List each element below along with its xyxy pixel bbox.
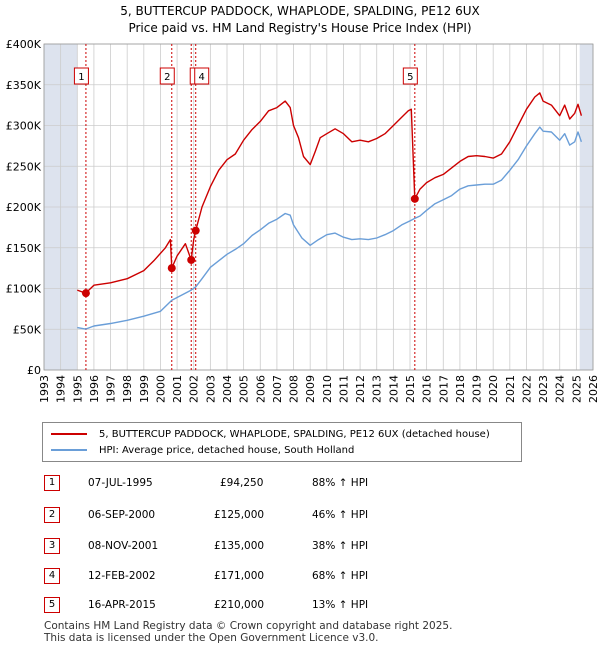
x-tick-label: 2025 [570,375,583,403]
y-tick-label: £400K [6,38,42,51]
x-tick-label: 2001 [171,375,184,403]
sale-hpi-change: 46% ↑ HPI [312,509,369,521]
x-tick-label: 1997 [105,375,118,403]
sale-date: 07-JUL-1995 [88,477,153,489]
x-tick-label: 1993 [38,375,51,403]
plot-frame [43,43,594,371]
y-tick-label: £300K [6,120,42,133]
x-tick-label: 2016 [421,375,434,403]
x-tick-label: 2010 [321,375,334,403]
x-tick-label: 2000 [154,375,167,403]
x-tick-label: 2002 [188,375,201,403]
y-tick-label: £150K [6,242,42,255]
x-tick-label: 2026 [587,375,600,403]
y-tick-label: £0 [27,364,41,377]
x-tick-label: 2018 [454,375,467,403]
sale-point [410,194,419,203]
x-tick-label: 2022 [520,375,533,403]
x-tick-label: 2012 [354,375,367,403]
x-tick-label: 2009 [304,375,317,403]
chart-subtitle: Price paid vs. HM Land Registry's House … [128,21,472,35]
sale-price: £171,000 [214,570,265,582]
x-tick-label: 1995 [71,375,84,403]
y-tick-label: £50K [13,323,42,336]
hpi-line [77,126,583,330]
x-tick-label: 2024 [554,375,567,403]
legend-swatch-property [51,433,87,435]
table-row: 1 07-JUL-1995 £94,250 88% ↑ HPI [44,475,444,492]
sale-label-box [73,67,89,85]
sale-label-box [159,67,175,85]
x-tick-label: 2017 [437,375,450,403]
x-tick-label: 2015 [404,375,417,403]
sale-price: £125,000 [214,509,265,521]
sale-label-box [194,67,210,85]
x-tick-label: 1998 [121,375,134,403]
sale-label-number: 5 [407,72,413,83]
sale-label-number: 2 [164,72,170,83]
x-tick-label: 1994 [55,375,68,403]
footer: Contains HM Land Registry data © Crown c… [44,620,452,644]
x-tick-label: 1996 [88,375,101,403]
sale-hpi-change: 88% ↑ HPI [312,477,369,489]
sale-date: 12-FEB-2002 [88,570,156,582]
footer-copyright: Contains HM Land Registry data © Crown c… [44,620,453,632]
table-row: 4 12-FEB-2002 £171,000 68% ↑ HPI [44,568,444,585]
legend-label-property: 5, BUTTERCUP PADDOCK, WHAPLODE, SPALDING… [99,428,490,440]
sale-hpi-change: 68% ↑ HPI [312,570,369,582]
x-tick-label: 2004 [221,375,234,403]
chart-title: 5, BUTTERCUP PADDOCK, WHAPLODE, SPALDING… [120,4,480,18]
y-tick-label: £100K [6,283,42,296]
x-tick-label: 2006 [254,375,267,403]
sale-point [81,289,90,298]
sale-hpi-change: 38% ↑ HPI [312,540,369,552]
sale-label-number: 1 [78,72,84,83]
sale-point [167,264,176,273]
legend: 5, BUTTERCUP PADDOCK, WHAPLODE, SPALDING… [42,422,522,462]
sale-badge: 4 [44,568,60,584]
x-tick-label: 2003 [204,375,217,403]
price-chart: £0 £50K £100K £150K £200K £250K £300K £350K £400… [6,38,600,403]
footer-licence: This data is licensed under the Open Gov… [44,632,379,644]
sale-badge: 2 [44,507,60,523]
sale-badge: 1 [44,475,60,491]
sale-date: 16-APR-2015 [88,599,156,611]
legend-item-hpi: HPI: Average price, detached house, Sout… [51,443,354,457]
sale-price: £135,000 [214,540,265,552]
sale-badge: 3 [44,538,60,554]
x-tick-label: 2008 [288,375,301,403]
y-tick-label: £250K [6,160,42,173]
property-price-line [77,92,583,294]
sale-label-number: 4 [199,72,205,83]
x-tick-label: 2013 [371,375,384,403]
legend-swatch-hpi [51,449,87,451]
sale-badge: 5 [44,597,60,613]
sale-price: £94,250 [220,477,264,489]
sale-hpi-change: 13% ↑ HPI [312,599,369,611]
x-tick-label: 2011 [337,375,350,403]
x-tick-label: 2021 [504,375,517,403]
legend-item-property: 5, BUTTERCUP PADDOCK, WHAPLODE, SPALDING… [51,427,490,441]
legend-label-hpi: HPI: Average price, detached house, Sout… [99,444,355,456]
x-tick-label: 2020 [487,375,500,403]
sale-label-box [402,67,418,85]
sale-date: 06-SEP-2000 [88,509,156,521]
sale-date: 08-NOV-2001 [88,540,159,552]
y-tick-label: £350K [6,79,42,92]
x-tick-label: 2014 [387,375,400,403]
x-tick-label: 2005 [238,375,251,403]
y-tick-label: £200K [6,201,42,214]
x-tick-label: 1999 [138,375,151,403]
table-row: 3 08-NOV-2001 £135,000 38% ↑ HPI [44,538,444,555]
table-row: 2 06-SEP-2000 £125,000 46% ↑ HPI [44,507,444,524]
x-tick-label: 2023 [537,375,550,403]
table-row: 5 16-APR-2015 £210,000 13% ↑ HPI [44,597,444,614]
sale-point [191,226,200,235]
x-tick-label: 2019 [471,375,484,403]
x-tick-label: 2007 [271,375,284,403]
sale-point [187,255,196,264]
sale-price: £210,000 [214,599,265,611]
